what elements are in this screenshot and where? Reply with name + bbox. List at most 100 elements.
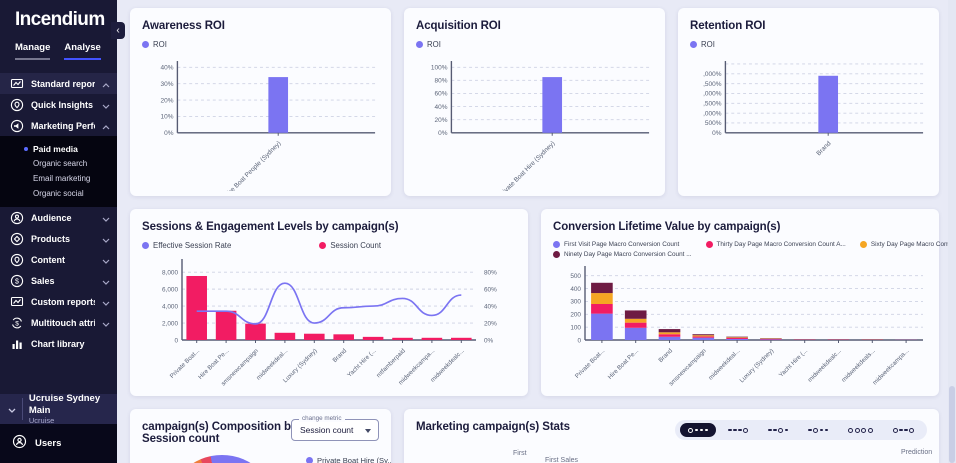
svg-text:0%: 0% xyxy=(438,130,448,137)
svg-text:0%: 0% xyxy=(484,337,494,344)
sidebar-item-standard-reports[interactable]: Standard reports xyxy=(0,73,117,94)
legend-item: Ninety Day Page Macro Conversion Count .… xyxy=(553,251,692,258)
divider xyxy=(22,398,23,420)
svg-text:80%: 80% xyxy=(434,78,447,85)
users-label: Users xyxy=(35,438,62,449)
chevron-down-icon xyxy=(102,96,110,114)
svg-text:100%: 100% xyxy=(431,65,448,72)
svg-text:40%: 40% xyxy=(484,303,497,310)
svg-text:midweekdeal...: midweekdeal... xyxy=(707,347,741,381)
sidebar-item-custom-reports[interactable]: Custom reports xyxy=(0,291,117,312)
pager-option-1-icon[interactable] xyxy=(680,423,716,437)
svg-text:4,000: 4,000 xyxy=(162,303,178,310)
svg-text:100: 100 xyxy=(570,324,581,331)
chevron-down-icon xyxy=(102,314,110,332)
awareness-roi-chart: 0% 10% 20% 30% 40% Hire Boat People (Sydney) xyxy=(142,53,379,199)
svg-text:0: 0 xyxy=(577,337,581,344)
svg-text:$: $ xyxy=(15,278,19,285)
sidebar-subitem-email-marketing[interactable]: Email marketing xyxy=(0,171,117,186)
card-acquisition-roi: Acquisition ROI ROI 0% 20% 40% 60% 80% 100% Pr… xyxy=(404,8,665,199)
sidebar-item-label: Chart library xyxy=(31,338,85,349)
pager-option-6-icon[interactable] xyxy=(885,423,923,437)
svg-text:midweekdeals...: midweekdeals... xyxy=(840,347,877,384)
sidebar-item-users[interactable]: Users xyxy=(0,424,117,463)
svg-text:,000%: ,000% xyxy=(703,110,722,117)
svg-text:500%: 500% xyxy=(705,120,722,127)
sidebar-item-content[interactable]: Content xyxy=(0,249,117,270)
pager-option-4-icon[interactable] xyxy=(800,423,836,437)
svg-text:10%: 10% xyxy=(160,114,173,121)
tab-analyse[interactable]: Analyse xyxy=(64,42,101,60)
sidebar-collapse-button[interactable]: ‹ xyxy=(111,22,125,39)
sidebar-subitem-organic-search[interactable]: Organic search xyxy=(0,156,117,171)
legend-dot xyxy=(319,242,327,249)
bullet-spacer xyxy=(24,177,28,181)
acquisition-roi-chart: 0% 20% 40% 60% 80% 100% Private Boat Hire (Syd… xyxy=(416,53,653,199)
svg-text:Yacht Hire (...: Yacht Hire (... xyxy=(778,347,810,379)
table-header-first-sales: First Sales xyxy=(545,457,579,463)
svg-text:Hire Boat Pe...: Hire Boat Pe... xyxy=(607,347,641,381)
chart-legend: Effective Session Rate Session Count xyxy=(142,241,516,250)
svg-text:Hire Boat People (Sydney): Hire Boat People (Sydney) xyxy=(223,140,282,191)
sidebar-subitem-organic-social[interactable]: Organic social xyxy=(0,186,117,201)
pager-option-3-icon[interactable] xyxy=(760,423,796,437)
pager-option-2-icon[interactable] xyxy=(720,423,756,437)
sidebar-item-sales[interactable]: $ Sales xyxy=(0,270,117,291)
sidebar-item-label: Standard reports xyxy=(31,78,95,89)
svg-text:Brand: Brand xyxy=(657,347,674,364)
card-title: Awareness ROI xyxy=(142,20,225,32)
sessions-engagement-chart: 0 2,000 4,000 6,000 8,000 0% 20% 40% 60% 80% Priva… xyxy=(142,254,516,391)
report-chart-icon xyxy=(10,295,24,309)
svg-text:Luxury (Sydney): Luxury (Sydney) xyxy=(739,347,776,384)
legend-item: Effective Session Rate xyxy=(142,241,231,250)
sidebar-subitem-label: Paid media xyxy=(33,143,78,154)
svg-text:20%: 20% xyxy=(160,97,173,104)
sidebar-item-audience[interactable]: Audience xyxy=(0,207,117,228)
report-chart-icon xyxy=(10,77,24,91)
svg-text:80%: 80% xyxy=(484,269,497,276)
sidebar-item-multitouch-attribution[interactable]: $ Multitouch attribution xyxy=(0,312,117,333)
legend-item: ROI xyxy=(142,40,167,49)
svg-text:500: 500 xyxy=(570,273,581,280)
svg-text:6,000: 6,000 xyxy=(162,286,178,293)
bar-chart-icon xyxy=(10,337,24,351)
card-title: campaign(s) Composition by Session count xyxy=(142,421,298,445)
legend-dot xyxy=(859,241,867,248)
sidebar-subitem-paid-media[interactable]: Paid media xyxy=(0,141,117,156)
legend-dot xyxy=(553,241,560,248)
sidebar-item-quick-insights[interactable]: Quick Insights xyxy=(0,94,117,115)
chevron-down-icon xyxy=(102,251,110,269)
person-icon xyxy=(10,211,24,225)
composition-pie-chart xyxy=(167,455,277,463)
pager-option-5-icon[interactable] xyxy=(840,423,881,437)
svg-text:,000%: ,000% xyxy=(703,71,722,78)
tab-manage[interactable]: Manage xyxy=(15,42,51,60)
chevron-down-icon xyxy=(365,429,371,433)
workspace-subtitle: Ucruise xyxy=(28,415,55,425)
svg-text:0%: 0% xyxy=(164,130,174,137)
chart-legend: ROI xyxy=(690,40,927,49)
sidebar-item-products[interactable]: Products xyxy=(0,228,117,249)
svg-text:400: 400 xyxy=(570,286,581,293)
svg-text:0%: 0% xyxy=(712,130,722,137)
sidebar-item-marketing-performance[interactable]: Marketing Performance xyxy=(0,115,117,136)
sidebar-item-label: Content xyxy=(31,254,65,265)
legend-dot xyxy=(690,41,697,48)
svg-text:2,000: 2,000 xyxy=(162,320,178,327)
workspace-switcher[interactable]: Ucruise Sydney Main Ucruise xyxy=(0,393,117,425)
sidebar-item-chart-library[interactable]: Chart library xyxy=(0,333,117,354)
svg-text:30%: 30% xyxy=(160,81,173,88)
sidebar-item-label: Marketing Performance xyxy=(31,120,95,131)
change-metric-select[interactable]: change metric Session count xyxy=(291,415,379,441)
users-icon xyxy=(12,434,27,454)
sidebar-item-label: Sales xyxy=(31,275,55,286)
svg-text:60%: 60% xyxy=(434,91,447,98)
legend-item: ROI xyxy=(416,40,441,49)
sidebar-subitem-label: Organic social xyxy=(33,189,84,198)
scrollbar-thumb[interactable] xyxy=(949,386,955,463)
workspace-title: Ucruise Sydney Main xyxy=(28,393,101,416)
svg-text:Brand: Brand xyxy=(815,140,832,157)
sidebar-nav: Standard reports Quick Insights Marketing … xyxy=(0,73,117,354)
card-awareness-roi: Awareness ROI ROI 0% 10% 20% 30% 40% Hire Boa… xyxy=(130,8,391,199)
chevron-down-icon xyxy=(102,293,110,311)
